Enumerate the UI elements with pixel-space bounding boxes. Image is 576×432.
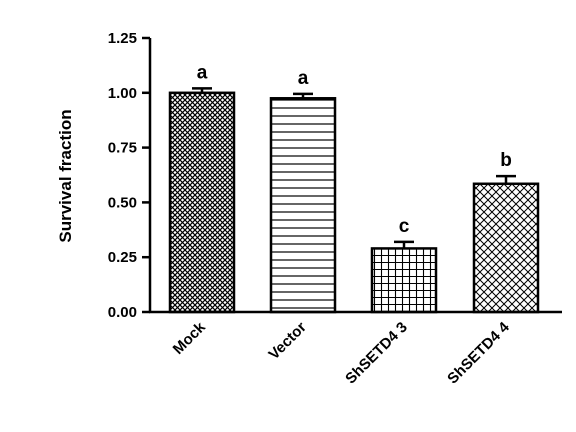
y-tick-label: 0.75 (108, 140, 137, 157)
x-tick-label: Vector (265, 319, 310, 364)
x-tick-label: ShSETD4 4 (444, 318, 513, 387)
y-axis-label: Survival fraction (56, 109, 75, 242)
bar-vector (269, 97, 337, 314)
bars: a a c b (168, 62, 540, 314)
y-tick-label: 0.50 (108, 194, 137, 211)
y-tick-label: 0.00 (108, 304, 137, 321)
y-tick-label: 1.00 (108, 85, 137, 102)
bar-mock (168, 91, 236, 314)
x-axis-labels: Mock Vector ShSETD4 3 ShSETD4 4 (170, 318, 514, 387)
significance-label: a (298, 68, 309, 89)
y-axis-ticks: 0.00 0.25 0.50 0.75 1.00 1.25 (108, 30, 150, 321)
significance-label: a (197, 62, 208, 83)
bar-shsetd4-3 (370, 247, 438, 314)
y-tick-label: 1.25 (108, 30, 137, 47)
significance-label: b (500, 150, 512, 171)
x-tick-label: ShSETD4 3 (342, 319, 411, 388)
x-tick-label: Mock (170, 318, 210, 358)
bar-shsetd4-4 (472, 182, 540, 314)
y-tick-label: 0.25 (108, 249, 137, 266)
significance-label: c (399, 216, 410, 237)
